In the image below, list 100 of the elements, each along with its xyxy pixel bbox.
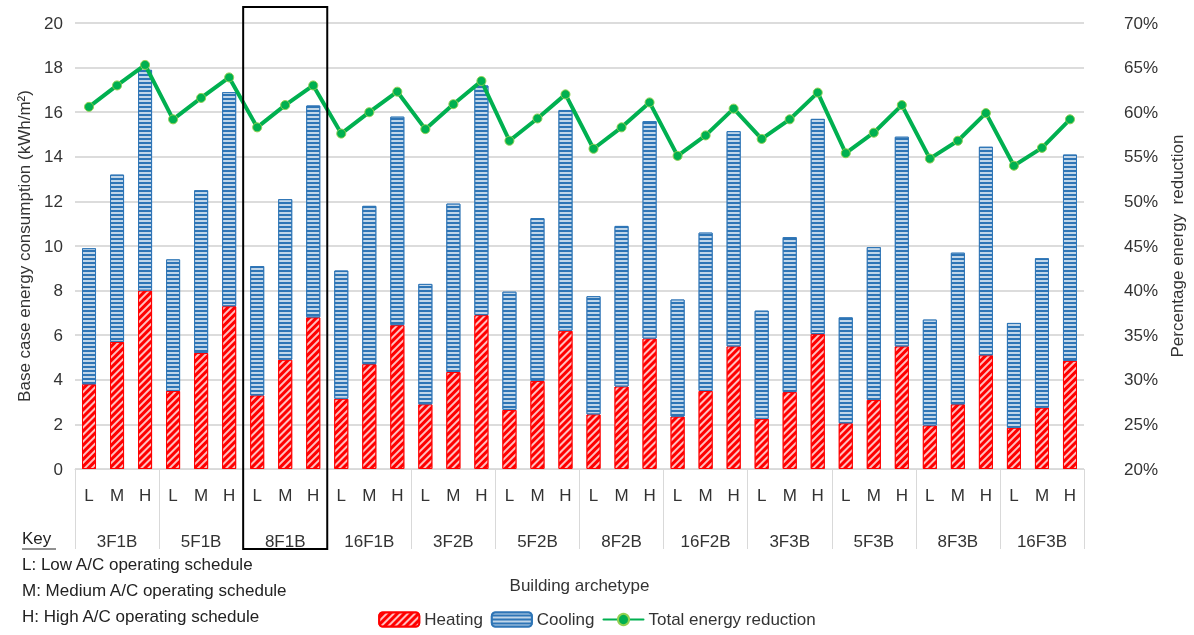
point [1065,114,1075,125]
point [728,103,739,114]
point [896,100,907,111]
y2-tick-label: 55% [1124,147,1159,167]
point [476,75,487,86]
point [1036,142,1047,153]
y-tick-label: 14 [44,147,63,167]
y-tick-label: 8 [53,281,63,301]
text: M: Medium A/C operating schedule [22,581,287,600]
x-tick-label: L [336,486,346,505]
y2-tick-label: 70% [1124,13,1159,33]
x-tick-label: M [950,486,965,505]
y-tick-label: 20 [44,13,63,33]
y2-tick-label: 25% [1124,414,1159,434]
point [840,148,851,159]
x-tick-label: M [278,486,293,505]
point [924,153,935,164]
x-tick-label: H [1063,486,1077,505]
text: 8F3B [937,532,979,551]
x-tick-label: L [168,486,178,505]
point [420,124,431,135]
point [672,150,683,161]
x-tick-label: H [138,486,152,505]
x-tick-label: H [307,486,320,505]
x-tick-label: M [614,486,629,505]
x-tick-label: M [1034,486,1050,505]
point [196,92,207,103]
y-tick-label: 0 [53,459,63,479]
x-tick-label: L [841,486,851,505]
y2-tick-label: 40% [1124,281,1159,301]
text: 5F3B [853,532,895,551]
legend-label: Heating [424,610,483,629]
x-tick-label: H [895,486,908,505]
text: 3F1B [96,532,138,551]
x-tick-label: L [1009,486,1019,505]
text: 3F2B [433,532,474,551]
y2-axis-title: Percentage energy reduction [1167,134,1187,358]
point [700,130,711,141]
point [588,143,599,154]
x-tick-label: M [362,486,377,505]
x-tick-label: H [727,486,740,505]
x-tick-label: M [782,486,797,505]
point [812,87,823,98]
text: 16F2B [680,532,731,551]
point [364,107,375,118]
point [140,59,151,70]
y-tick-label: 4 [53,370,63,390]
text: 8F1B [264,532,306,551]
text: L: Low A/C operating schedule [22,555,253,574]
point [532,113,543,124]
text: 5F1B [180,532,222,551]
point [308,80,319,91]
point [280,100,291,111]
y2-tick-label: 45% [1124,236,1159,256]
x-tick-label: H [391,486,404,505]
y-tick-label: 6 [53,325,63,345]
x-tick-label: L [252,486,262,505]
point [252,122,263,133]
point [1008,160,1019,171]
text: 8F2B [601,532,642,551]
point [168,114,179,125]
x-tick-label: L [588,486,599,505]
x-tick-label: M [866,486,881,505]
x-tick-label: H [475,486,488,505]
x-tick-label: M [446,486,461,505]
point [980,108,991,119]
point [868,127,879,138]
y-axis-title: Base case energy consumption (kWh/m²) [15,90,35,402]
point [952,135,963,146]
y2-tick-label: 35% [1124,325,1159,345]
point [784,114,795,125]
x-tick-label: L [925,486,935,505]
x-tick-label: L [756,486,767,505]
text: Key [22,529,52,548]
x-tick-label: M [698,486,713,505]
y2-tick-label: 65% [1124,58,1159,78]
text: 3F3B [769,532,811,551]
point [224,72,235,83]
y-tick-label: 12 [44,191,63,211]
point [504,135,515,146]
text: 16F1B [344,532,395,551]
legend-label: Total energy reduction [648,610,816,629]
x-tick-label: L [420,486,431,505]
legend-label: Cooling [536,610,595,629]
point [112,80,123,91]
text: 5F2B [517,532,558,551]
point [616,122,627,133]
point [756,133,767,144]
y2-tick-label: 50% [1124,191,1159,211]
y2-tick-label: 20% [1124,459,1159,479]
x-tick-label: M [109,486,125,505]
x-tick-label: L [84,486,94,505]
point [84,101,95,112]
x-tick-label: L [504,486,515,505]
x-tick-label: M [194,486,209,505]
point [392,86,403,97]
y2-tick-label: 30% [1124,370,1159,390]
text: 16F3B [1016,532,1068,551]
x-tick-label: M [530,486,545,505]
x-tick-label: H [979,486,993,505]
